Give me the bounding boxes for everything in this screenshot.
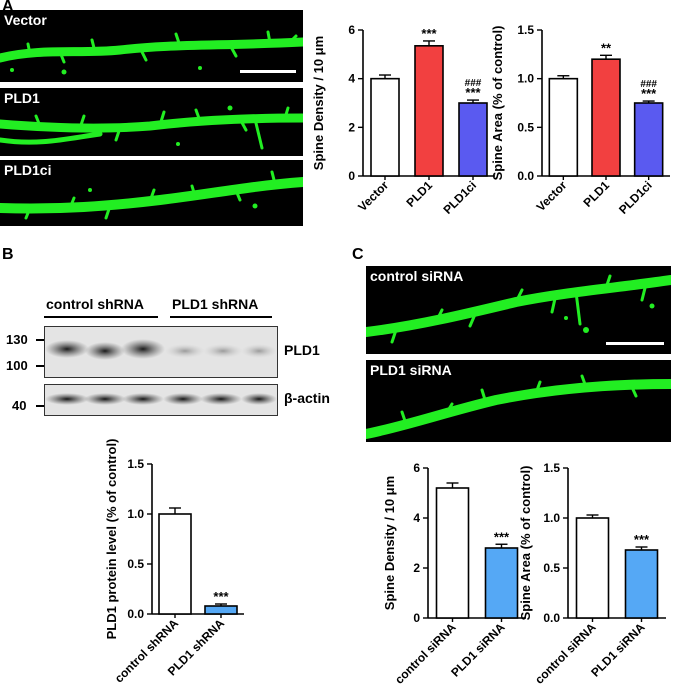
y-axis-label: PLD1 protein level (% of control) (104, 439, 119, 640)
dendrite-image (366, 274, 671, 345)
micrograph-label: PLD1 siRNA (370, 362, 452, 378)
micrograph-control-sirna: control siRNA (366, 266, 671, 354)
y-tick-label: 0.0 (517, 169, 534, 183)
micrograph-label: PLD1 (4, 90, 40, 106)
blot-bands (45, 339, 277, 360)
micrograph-label: control siRNA (370, 268, 464, 284)
bar (414, 45, 444, 177)
x-tick-label: Vector (355, 178, 391, 214)
y-axis-label: Spine Density / 10 μm (382, 476, 397, 610)
mw-tick (36, 405, 44, 407)
significance-label: *** (634, 532, 650, 547)
mw-marker-40: 40 (12, 398, 27, 413)
bar (575, 517, 610, 619)
y-tick-label: 0.0 (543, 611, 560, 625)
y-tick-label: 1.0 (517, 72, 534, 86)
y-axis-label: Spine Area (% of control) (490, 26, 505, 181)
y-tick-label: 0.5 (517, 120, 534, 134)
y-tick-label: 0.5 (543, 561, 560, 575)
mw-tick (36, 365, 44, 367)
panel-letter-b: B (2, 246, 14, 263)
y-axis-label: Spine Area (% of control) (518, 466, 533, 621)
significance-label: *** (421, 26, 437, 41)
x-tick-label: PLD1ci (616, 178, 655, 217)
micrograph-label: Vector (4, 12, 47, 28)
y-tick-label: 0.0 (127, 607, 144, 621)
bar (435, 487, 470, 619)
y-tick-label: 1.0 (127, 507, 144, 521)
x-tick-label: PLD1ci (440, 178, 479, 217)
bar (633, 102, 664, 177)
chart-spine-area-c: 0.0 0.5 1.0 1.5 Spine Area (% of control)con… (518, 461, 666, 687)
y-tick-label: 6 (348, 23, 355, 37)
significance-label: ### (465, 78, 482, 89)
dendrite-image (0, 170, 303, 220)
significance-label: *** (213, 589, 229, 604)
y-tick-label: 0 (348, 169, 355, 183)
blot-group-label-control: control shRNA (46, 296, 144, 312)
y-tick-label: 1.5 (543, 461, 560, 475)
dendrite-image (0, 105, 303, 150)
y-tick-label: 1.5 (517, 23, 534, 37)
panel-letter-c: C (352, 246, 364, 263)
bar (591, 58, 621, 177)
micrograph-pld1-sirna: PLD1 siRNA (366, 360, 671, 442)
bar (204, 605, 238, 615)
y-tick-label: 4 (348, 72, 355, 86)
mw-marker-130: 130 (6, 332, 28, 347)
blot-band-label-pld1: PLD1 (284, 342, 320, 358)
blot-group-label-pld1: PLD1 shRNA (172, 296, 259, 312)
bar (370, 77, 400, 177)
x-tick-label: Vector (534, 178, 570, 214)
chart-spine-density-a: 0 2 4 6 Spine Density / 10 μm Vector *** PLD1 **… (311, 23, 495, 217)
y-tick-label: 1.5 (127, 457, 144, 471)
chart-pld1-protein-b: 0.0 0.5 1.0 1.5 PLD1 protein level (% of con… (104, 439, 244, 686)
micrograph-pld1ci: PLD1ci (0, 160, 303, 226)
panel-letter-a: A (2, 0, 14, 15)
y-tick-label: 6 (413, 461, 420, 475)
chart-spine-area-a: 0.0 0.5 1.0 1.5 Spine Area (% of control) Vec… (490, 23, 670, 217)
micrograph-label: PLD1ci (4, 162, 52, 178)
bar (624, 549, 659, 619)
micrograph-pld1: PLD1 (0, 88, 303, 156)
x-tick-label: PLD1 (404, 178, 436, 210)
group-underline (170, 316, 272, 318)
mw-marker-100: 100 (6, 358, 28, 373)
mw-tick (36, 339, 44, 341)
group-underline (44, 316, 158, 318)
blot-bands (45, 393, 277, 405)
y-tick-label: 4 (413, 511, 420, 525)
dendrite-image (0, 30, 303, 75)
micrograph-vector: Vector (0, 10, 303, 82)
significance-label: *** (494, 529, 510, 544)
y-tick-label: 1.0 (543, 511, 560, 525)
dendrite-image (366, 374, 671, 439)
chart-spine-density-c: 0 2 4 6 Spine Density / 10 μm control siRNA **… (382, 461, 526, 687)
x-tick-label: control siRNA (392, 620, 459, 687)
y-tick-label: 0 (413, 611, 420, 625)
x-tick-label: control siRNA (532, 620, 599, 687)
y-tick-label: 0.5 (127, 557, 144, 571)
blot-image-actin (44, 384, 278, 416)
significance-label: ### (640, 79, 657, 90)
bar (158, 513, 192, 615)
x-tick-label: PLD1 (581, 178, 613, 210)
significance-label: *** (641, 86, 657, 101)
y-tick-label: 2 (413, 561, 420, 575)
blot-band-label-actin: β-actin (284, 390, 330, 406)
significance-label: ** (601, 40, 612, 55)
bar (484, 547, 519, 619)
y-tick-label: 2 (348, 120, 355, 134)
blot-image-pld1 (44, 326, 278, 378)
bar (458, 102, 488, 177)
bar (548, 77, 579, 177)
significance-label: *** (465, 85, 481, 100)
y-axis-label: Spine Density / 10 μm (311, 36, 326, 170)
